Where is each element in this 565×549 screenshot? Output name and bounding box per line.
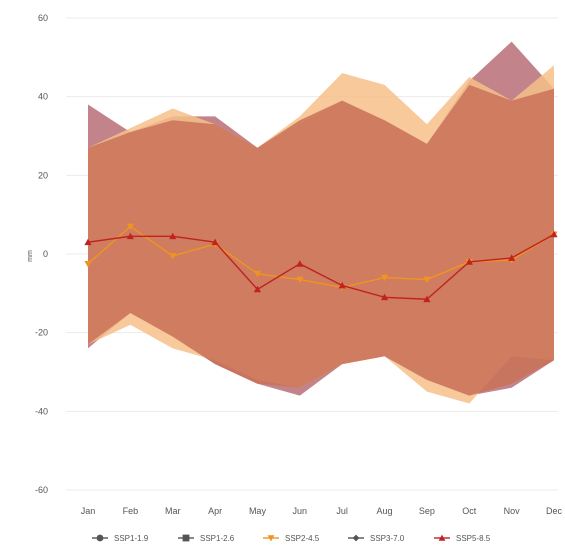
- data-point: [423, 295, 431, 303]
- data-point: [550, 230, 558, 238]
- legend-marker: [438, 534, 446, 541]
- data-point: [508, 254, 516, 261]
- data-point: [380, 293, 389, 301]
- series-line: [87, 233, 555, 300]
- y-tick-label: 0: [43, 249, 48, 259]
- uncertainty-bands: [88, 41, 554, 404]
- data-point: [126, 223, 134, 231]
- x-tick-label: Nov: [504, 506, 521, 516]
- legend-marker: [182, 534, 190, 542]
- y-tick-label: 20: [38, 170, 48, 180]
- legend-label: SSP2-4.5: [285, 534, 320, 543]
- x-tick-label: Mar: [165, 506, 181, 516]
- uncertainty-band: [88, 84, 554, 396]
- legend-marker: [267, 535, 275, 542]
- y-tick-label: -40: [35, 406, 48, 416]
- x-tick-label: Feb: [123, 506, 139, 516]
- y-axis-label: mm: [27, 250, 34, 262]
- y-tick-label: -20: [35, 328, 48, 338]
- x-tick-label: Jun: [293, 506, 308, 516]
- data-point: [253, 285, 262, 293]
- series-lines: [84, 223, 558, 303]
- data-point: [338, 281, 346, 289]
- y-tick-label: -60: [35, 485, 48, 495]
- legend-label: SSP1-1.9: [114, 534, 149, 543]
- x-tick-label: Oct: [462, 506, 477, 516]
- y-tick-label: 60: [38, 13, 48, 23]
- data-point: [380, 274, 389, 282]
- legend-marker: [96, 534, 104, 542]
- data-point: [84, 260, 92, 268]
- x-tick-label: Sep: [419, 506, 435, 516]
- data-point: [84, 238, 92, 246]
- data-point: [253, 270, 262, 278]
- x-tick-label: May: [249, 506, 267, 516]
- data-point: [169, 253, 177, 260]
- data-point: [465, 258, 473, 265]
- x-tick-label: Jul: [336, 506, 348, 516]
- data-point: [296, 260, 304, 267]
- legend-marker: [352, 534, 360, 542]
- data-point: [296, 276, 304, 284]
- x-tick-label: Aug: [377, 506, 393, 516]
- x-axis-ticks: Jan Feb Mar Apr May Jun Jul Aug Sep Oct Nov Dec: [81, 506, 563, 516]
- data-point: [423, 276, 431, 284]
- x-tick-label: Jan: [81, 506, 96, 516]
- legend-label: SSP3-7.0: [370, 534, 405, 543]
- legend: SSP1-1.9 SSP1-2.6 SSP2-4.5 SSP3-7.0 SSP5-8.5: [92, 534, 491, 543]
- data-point: [126, 232, 134, 240]
- y-axis-ticks: 60 40 20 0 -20 -40 -60: [35, 13, 48, 495]
- y-tick-label: 40: [38, 92, 48, 102]
- data-point: [211, 238, 219, 246]
- legend-label: SSP1-2.6: [200, 534, 235, 543]
- legend-label: SSP5-8.5: [456, 534, 491, 543]
- x-tick-label: Dec: [546, 506, 563, 516]
- x-tick-label: Apr: [208, 506, 222, 516]
- data-point: [169, 232, 177, 240]
